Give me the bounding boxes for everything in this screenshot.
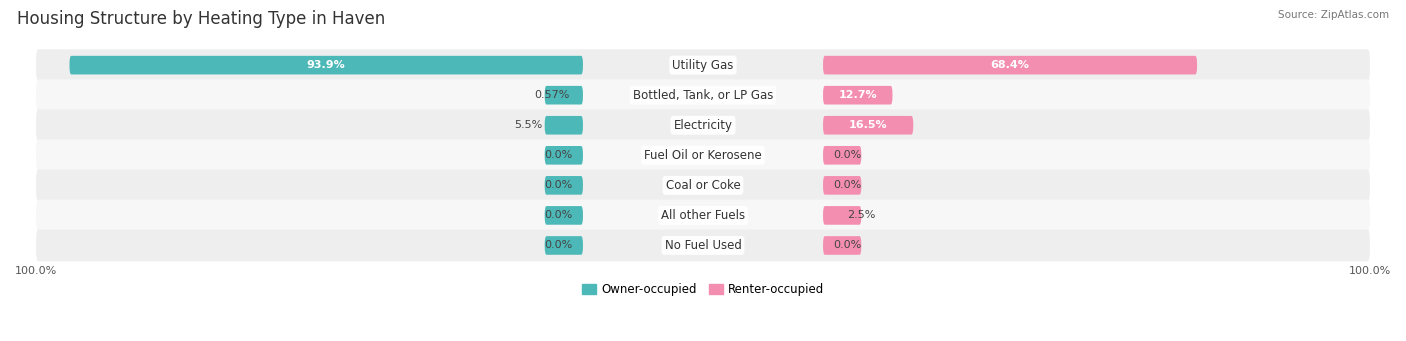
Text: Utility Gas: Utility Gas: [672, 59, 734, 72]
Text: All other Fuels: All other Fuels: [661, 209, 745, 222]
Text: No Fuel Used: No Fuel Used: [665, 239, 741, 252]
Text: 2.5%: 2.5%: [846, 210, 875, 220]
FancyBboxPatch shape: [544, 146, 583, 165]
Text: 0.57%: 0.57%: [534, 90, 569, 100]
FancyBboxPatch shape: [823, 206, 862, 225]
FancyBboxPatch shape: [544, 236, 583, 255]
Text: 0.0%: 0.0%: [544, 210, 574, 220]
Text: 12.7%: 12.7%: [838, 90, 877, 100]
FancyBboxPatch shape: [544, 86, 583, 104]
Text: Source: ZipAtlas.com: Source: ZipAtlas.com: [1278, 10, 1389, 20]
FancyBboxPatch shape: [37, 229, 1369, 261]
FancyBboxPatch shape: [544, 116, 583, 135]
Text: Coal or Coke: Coal or Coke: [665, 179, 741, 192]
Text: 0.0%: 0.0%: [832, 150, 862, 160]
Text: 0.0%: 0.0%: [544, 180, 574, 190]
Text: Bottled, Tank, or LP Gas: Bottled, Tank, or LP Gas: [633, 89, 773, 102]
FancyBboxPatch shape: [37, 169, 1369, 201]
FancyBboxPatch shape: [823, 236, 862, 255]
FancyBboxPatch shape: [544, 206, 583, 225]
Text: 0.0%: 0.0%: [832, 180, 862, 190]
FancyBboxPatch shape: [823, 86, 893, 104]
Text: Electricity: Electricity: [673, 119, 733, 132]
Legend: Owner-occupied, Renter-occupied: Owner-occupied, Renter-occupied: [578, 279, 828, 301]
FancyBboxPatch shape: [823, 116, 914, 135]
FancyBboxPatch shape: [823, 146, 862, 165]
Text: 0.0%: 0.0%: [544, 240, 574, 251]
Text: Fuel Oil or Kerosene: Fuel Oil or Kerosene: [644, 149, 762, 162]
FancyBboxPatch shape: [37, 199, 1369, 231]
FancyBboxPatch shape: [823, 56, 1197, 74]
FancyBboxPatch shape: [823, 176, 862, 195]
Text: 16.5%: 16.5%: [849, 120, 887, 130]
FancyBboxPatch shape: [37, 109, 1369, 141]
FancyBboxPatch shape: [69, 56, 583, 74]
Text: 93.9%: 93.9%: [307, 60, 346, 70]
Text: Housing Structure by Heating Type in Haven: Housing Structure by Heating Type in Hav…: [17, 10, 385, 28]
FancyBboxPatch shape: [37, 139, 1369, 171]
Text: 5.5%: 5.5%: [515, 120, 543, 130]
FancyBboxPatch shape: [37, 49, 1369, 81]
Text: 0.0%: 0.0%: [544, 150, 574, 160]
Text: 68.4%: 68.4%: [991, 60, 1029, 70]
FancyBboxPatch shape: [544, 176, 583, 195]
FancyBboxPatch shape: [37, 79, 1369, 111]
Text: 0.0%: 0.0%: [832, 240, 862, 251]
